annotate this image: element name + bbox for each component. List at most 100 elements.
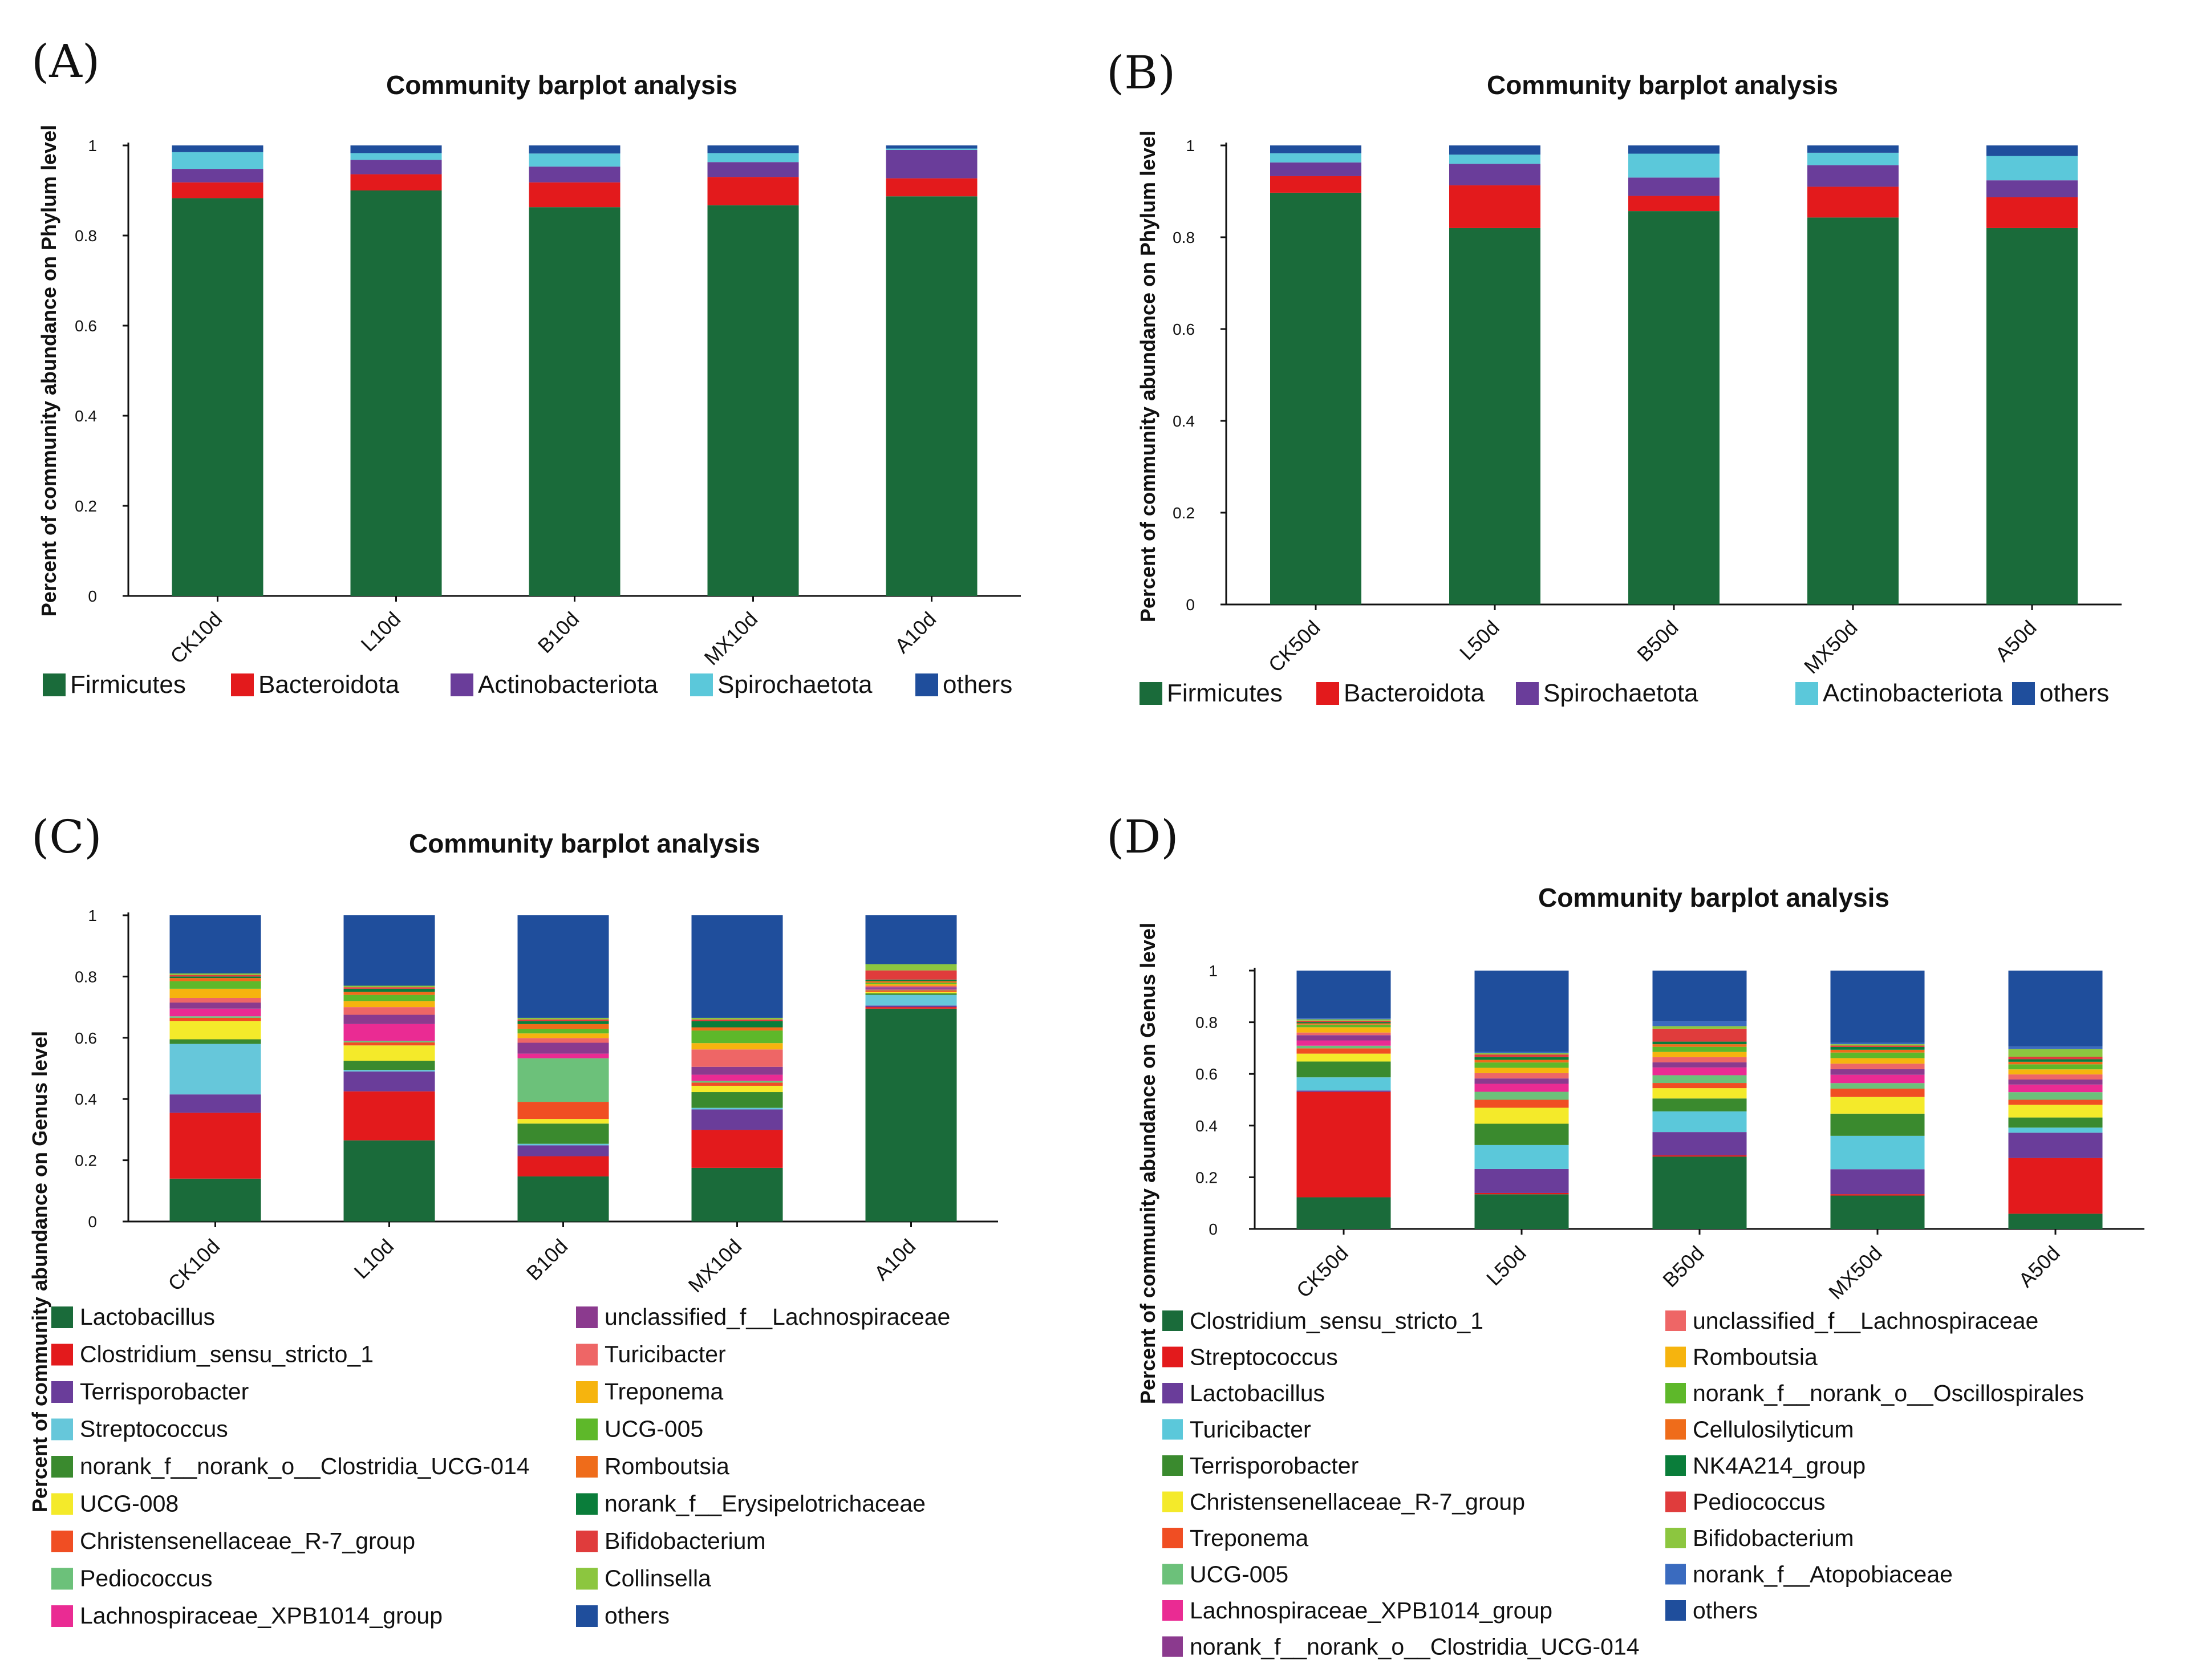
bar-segment-Actinobacteriota bbox=[1449, 155, 1540, 164]
y-tick-label: 0.8 bbox=[75, 968, 97, 985]
bar-segment-unclassified_f__Lachnospiraceae bbox=[2008, 1074, 2103, 1080]
bar-segment-unclassified_f__Lachnospiraceae bbox=[517, 1042, 609, 1054]
legend-label: others bbox=[1693, 1597, 1758, 1624]
bar-segment-Christensenellaceae_R-7_group bbox=[517, 1102, 609, 1119]
bar-segment-others bbox=[350, 145, 442, 153]
bar-segment-Romboutsia bbox=[691, 1027, 783, 1031]
bar-segment-Lachnospiraceae_XPB1014_group bbox=[691, 1074, 783, 1081]
legend-item: Clostridium_sensu_stricto_1 bbox=[1162, 1308, 1483, 1334]
bar-stack-MX50d bbox=[1807, 145, 1899, 604]
legend-swatch bbox=[51, 1418, 73, 1440]
panel-label: (A) bbox=[31, 35, 100, 88]
bar-segment-norank_f__norank_o__Oscillospirales bbox=[1830, 1052, 1925, 1058]
bar-segment-others bbox=[707, 145, 799, 153]
bar-segment-UCG-008 bbox=[691, 1085, 783, 1093]
bar-segment-Clostridium_sensu_stricto_1 bbox=[343, 1091, 435, 1141]
bar-segment-Christensenellaceae_R-7_group bbox=[1830, 1097, 1925, 1114]
legend-item: Bifidobacterium bbox=[576, 1528, 766, 1554]
bar-segment-NK4A214_group bbox=[1652, 1041, 1747, 1045]
legend-label: Actinobacteriota bbox=[1823, 679, 2003, 707]
legend-label: Treponema bbox=[1190, 1525, 1308, 1551]
bar-segment-Bifidobacterium bbox=[865, 970, 957, 980]
legend-label: Lachnospiraceae_XPB1014_group bbox=[1190, 1597, 1552, 1624]
bar-segment-Clostridium_sensu_stricto_1 bbox=[865, 1007, 957, 1009]
legend-label: Lactobacillus bbox=[80, 1304, 215, 1330]
legend-swatch bbox=[576, 1306, 598, 1328]
bar-segment-others bbox=[1986, 145, 2078, 156]
bar-segment-Pediococcus bbox=[1296, 1020, 1391, 1022]
bar-stack-A10d bbox=[886, 145, 978, 596]
legend-item: Christensenellaceae_R-7_group bbox=[51, 1528, 415, 1554]
legend-swatch bbox=[51, 1456, 73, 1478]
bar-segment-Spirochaetota bbox=[707, 153, 799, 163]
legend-label: Turicibacter bbox=[605, 1341, 726, 1367]
bar-segment-others bbox=[2008, 971, 2103, 1047]
bar-segment-Actinobacteriota bbox=[707, 162, 799, 177]
bar-segment-Turicibacter bbox=[1652, 1111, 1747, 1133]
legend-swatch bbox=[51, 1344, 73, 1366]
bar-segment-Bacteroidota bbox=[1986, 197, 2078, 228]
bar-segment-Lactobacillus bbox=[343, 1140, 435, 1222]
bar-segment-Christensenellaceae_R-7_group bbox=[691, 1082, 783, 1086]
bar-segment-Bacteroidota bbox=[172, 182, 263, 198]
y-tick-label: 0.6 bbox=[75, 1029, 97, 1047]
bar-segment-Pediococcus bbox=[1830, 1045, 1925, 1047]
bar-segment-norank_f__Erysipelotrichaceae bbox=[865, 979, 957, 981]
bar-segment-others bbox=[886, 145, 978, 149]
bar-segment-Lachnospiraceae_XPB1014_group bbox=[169, 1008, 261, 1017]
legend-item: Firmicutes bbox=[43, 671, 186, 699]
bar-segment-others bbox=[1449, 145, 1540, 155]
legend-label: NK4A214_group bbox=[1693, 1452, 1866, 1479]
legend-item: Lactobacillus bbox=[1162, 1380, 1325, 1406]
bar-segment-Bacteroidota bbox=[1270, 176, 1361, 193]
bar-segment-Actinobacteriota bbox=[1270, 153, 1361, 163]
legend-item: UCG-005 bbox=[576, 1416, 703, 1442]
legend-item: Turicibacter bbox=[576, 1341, 726, 1367]
bar-segment-Lactobacillus bbox=[1830, 1169, 1925, 1195]
bar-segment-Bacteroidota bbox=[1628, 196, 1720, 212]
y-tick-label: 0 bbox=[88, 1213, 97, 1231]
bar-segment-Firmicutes bbox=[172, 198, 263, 596]
bar-segment-Lactobacillus bbox=[2008, 1133, 2103, 1158]
legend-item: Firmicutes bbox=[1140, 679, 1283, 707]
legend: Clostridium_sensu_stricto_1 Streptococcus… bbox=[1162, 1308, 2084, 1660]
bar-segment-UCG-005 bbox=[2008, 1092, 2103, 1100]
legend-label: unclassified_f__Lachnospiraceae bbox=[1693, 1308, 2038, 1334]
bar-segment-Firmicutes bbox=[529, 207, 621, 596]
bar-segment-Spirochaetota bbox=[1270, 162, 1361, 176]
bar-segment-Treponema bbox=[865, 984, 957, 986]
chart-title: Community barplot analysis bbox=[409, 829, 760, 858]
bar-segment-unclassified_f__Lachnospiraceae bbox=[1830, 1064, 1925, 1069]
bar-segment-Bifidobacterium bbox=[1830, 1044, 1925, 1046]
y-tick-label: 0.4 bbox=[1195, 1117, 1218, 1135]
bar-segment-Treponema bbox=[691, 1043, 783, 1050]
legend-swatch bbox=[1316, 682, 1339, 705]
legend-swatch bbox=[576, 1493, 598, 1515]
legend-swatch bbox=[1665, 1564, 1686, 1585]
legend-label: Firmicutes bbox=[70, 671, 186, 699]
bar-segment-Actinobacteriota bbox=[1807, 152, 1899, 165]
bar-segment-Turicibacter bbox=[169, 997, 261, 1003]
bar-segment-Spirochaetota bbox=[1628, 177, 1720, 196]
y-tick-label: 0 bbox=[88, 587, 97, 605]
bar-segment-Clostridium_sensu_stricto_1 bbox=[169, 1113, 261, 1179]
bar-segment-Romboutsia bbox=[1474, 1068, 1569, 1073]
bar-segment-UCG-005 bbox=[1474, 1091, 1569, 1100]
bar-segment-others bbox=[172, 145, 263, 152]
y-tick-label: 0.2 bbox=[75, 1152, 97, 1170]
bar-segment-Actinobacteriota bbox=[886, 149, 978, 178]
legend-label: Romboutsia bbox=[605, 1453, 729, 1479]
bar-segment-Streptococcus bbox=[1830, 1194, 1925, 1196]
legend-item: Bifidobacterium bbox=[1665, 1525, 1854, 1551]
bar-segment-UCG-008 bbox=[517, 1119, 609, 1124]
bar-segment-Pediococcus bbox=[169, 1016, 261, 1018]
legend-swatch bbox=[1162, 1564, 1183, 1585]
legend-swatch bbox=[576, 1418, 598, 1440]
bar-segment-Streptococcus bbox=[865, 995, 957, 1006]
legend-swatch bbox=[451, 673, 473, 696]
legend-swatch bbox=[1162, 1491, 1183, 1512]
legend-label: Cellulosilyticum bbox=[1693, 1417, 1854, 1443]
bar-stack-B10d bbox=[517, 915, 609, 1222]
bar-segment-Spirochaetota bbox=[1807, 165, 1899, 187]
bar-segment-Streptococcus bbox=[169, 1044, 261, 1095]
